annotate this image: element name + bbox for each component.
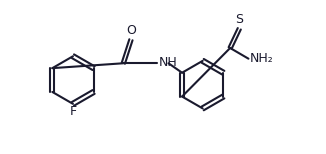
Text: NH₂: NH₂ [250, 52, 274, 65]
Text: S: S [235, 13, 243, 26]
Text: O: O [126, 24, 136, 37]
Text: NH: NH [158, 56, 177, 69]
Text: F: F [69, 105, 77, 118]
